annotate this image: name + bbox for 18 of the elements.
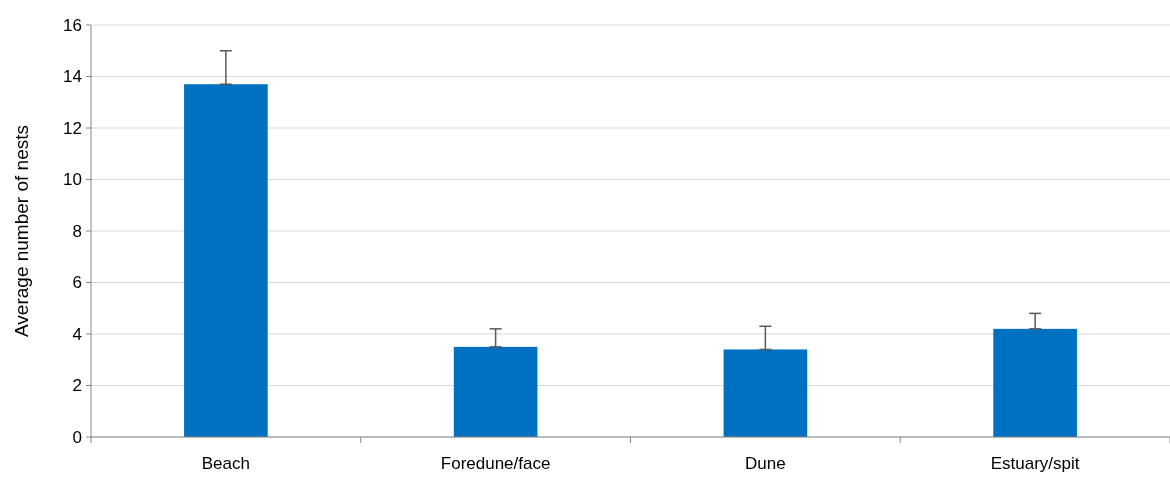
x-tick-label: Estuary/spit [990,454,1080,473]
y-tick-label: 4 [72,324,82,344]
y-tick-label: 14 [63,67,82,87]
bar [184,84,268,437]
y-tick-label: 8 [72,221,82,241]
bar [723,349,808,437]
y-axis-title: Average number of nests [11,125,32,337]
bar [453,346,538,437]
y-tick-label: 10 [63,170,82,190]
x-tick-label: Dune [745,454,786,473]
x-tick-label: Foredune/face [440,454,551,473]
bar [993,328,1077,437]
x-tick-label: Beach [201,454,250,473]
y-tick-label: 0 [72,427,82,447]
y-tick-label: 6 [72,273,82,293]
y-tick-label: 12 [63,118,82,138]
y-tick-label: 16 [63,15,82,35]
y-tick-label: 2 [72,376,82,396]
